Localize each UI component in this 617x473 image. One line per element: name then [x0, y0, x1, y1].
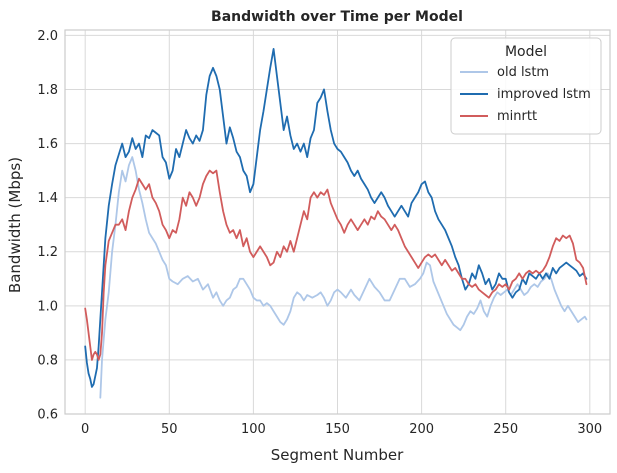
- y-tick-label: 1.2: [37, 245, 58, 260]
- x-axis-label: Segment Number: [271, 446, 404, 464]
- x-tick-label: 300: [577, 422, 602, 437]
- legend: Model old lstm improved lstm minrtt: [450, 37, 602, 135]
- legend-title: Model: [505, 44, 547, 60]
- legend-entries: old lstm improved lstm minrtt: [460, 65, 591, 124]
- y-tick-label: 1.0: [37, 299, 58, 314]
- x-tick-label: 250: [493, 422, 518, 437]
- y-tick-label: 1.6: [37, 137, 58, 152]
- legend-label: old lstm: [497, 65, 549, 80]
- series-line-improved-lstm: [84, 48, 588, 388]
- y-axis-label: Bandwidth (Mbps): [6, 157, 24, 293]
- plot-frame: [64, 29, 611, 415]
- y-tick-label: 0.8: [37, 353, 58, 368]
- y-tick-label: 0.6: [37, 408, 58, 423]
- x-tick-label: 200: [409, 422, 434, 437]
- y-tick-label: 1.8: [37, 83, 58, 98]
- series-line-minrtt: [84, 169, 588, 361]
- series-line-old-lstm: [99, 156, 588, 399]
- series-lines: [84, 48, 588, 399]
- x-tick-label: 50: [161, 422, 178, 437]
- y-tick-label: 2.0: [37, 29, 58, 44]
- y-tick-label: 1.4: [37, 191, 58, 206]
- tick-labels: 0 50 100 150 200 250 300 0.6 0.8 1.0 1.2 1.4 1.6 1.8 2…: [37, 29, 602, 437]
- legend-box: [450, 37, 602, 135]
- legend-label: improved lstm: [497, 87, 591, 102]
- legend-label: minrtt: [497, 109, 537, 124]
- axes: [64, 29, 611, 415]
- x-tick-label: 150: [325, 422, 350, 437]
- x-tick-label: 0: [81, 422, 89, 437]
- chart-title: Bandwidth over Time per Model: [211, 9, 463, 25]
- x-tick-label: 100: [241, 422, 266, 437]
